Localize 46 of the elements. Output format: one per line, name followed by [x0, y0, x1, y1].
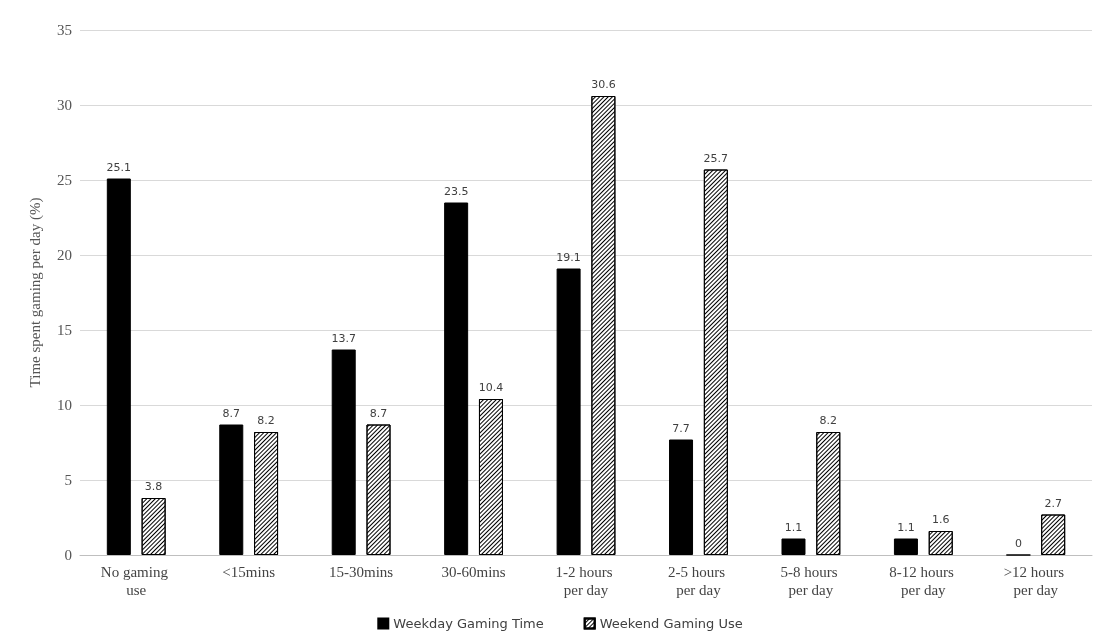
data-label: 25.1: [106, 160, 132, 174]
data-label: 8.7: [369, 406, 388, 420]
x-tick-label: No gaming use: [100, 564, 172, 598]
bar: [893, 538, 918, 555]
data-label: 1.1: [897, 520, 915, 534]
bar: [556, 268, 581, 555]
data-label: 2.7: [1044, 496, 1062, 510]
legend-label: Weekend Gaming Use: [599, 616, 743, 631]
y-tick-label: 20: [57, 247, 72, 263]
data-label: 8.2: [257, 414, 275, 427]
y-axis-title: Time spent gaming per day (%): [26, 197, 44, 388]
data-label: 8.7: [222, 406, 241, 420]
data-label: 1.1: [784, 520, 803, 534]
y-tick-label: 30: [57, 97, 72, 113]
data-label: 10.4: [478, 381, 504, 394]
bar: [331, 349, 356, 555]
data-label: 13.7: [331, 331, 356, 345]
x-tick-label: 1-2 hours per day: [555, 564, 617, 598]
data-label: 19.1: [556, 250, 581, 264]
data-label: 1.6: [931, 513, 950, 526]
x-tick-label: 5-8 hours per day: [780, 564, 842, 598]
bar: [219, 424, 244, 555]
x-tick-label: 30-60mins: [441, 564, 506, 580]
bar: [781, 538, 806, 555]
x-tick-label: 2-5 hours per day: [668, 564, 729, 598]
y-tick-label: 15: [57, 322, 72, 338]
data-label: 25.7: [703, 151, 729, 165]
data-label: 8.2: [819, 414, 838, 427]
legend-label: Weekday Gaming Time: [393, 616, 544, 631]
x-tick-label: <15mins: [222, 564, 276, 580]
bar: [669, 439, 694, 555]
data-label: 3.8: [144, 480, 163, 493]
bar: [444, 202, 469, 555]
data-label: 23.5: [443, 184, 469, 198]
data-label: 0: [1014, 536, 1022, 550]
x-tick-label: 15-30mins: [329, 564, 394, 580]
x-tick-label: >12 hours per day: [1003, 564, 1068, 598]
y-tick-label: 5: [64, 472, 72, 488]
data-label: 7.7: [672, 421, 690, 435]
y-tick-label: 25: [57, 172, 72, 188]
x-tick-label: 8-12 hours per day: [889, 564, 958, 598]
y-tick-label: 0: [64, 547, 72, 563]
data-label: 30.6: [591, 78, 616, 91]
bar: [106, 178, 131, 555]
y-tick-label: 10: [57, 397, 72, 413]
y-tick-label: 35: [57, 22, 72, 38]
